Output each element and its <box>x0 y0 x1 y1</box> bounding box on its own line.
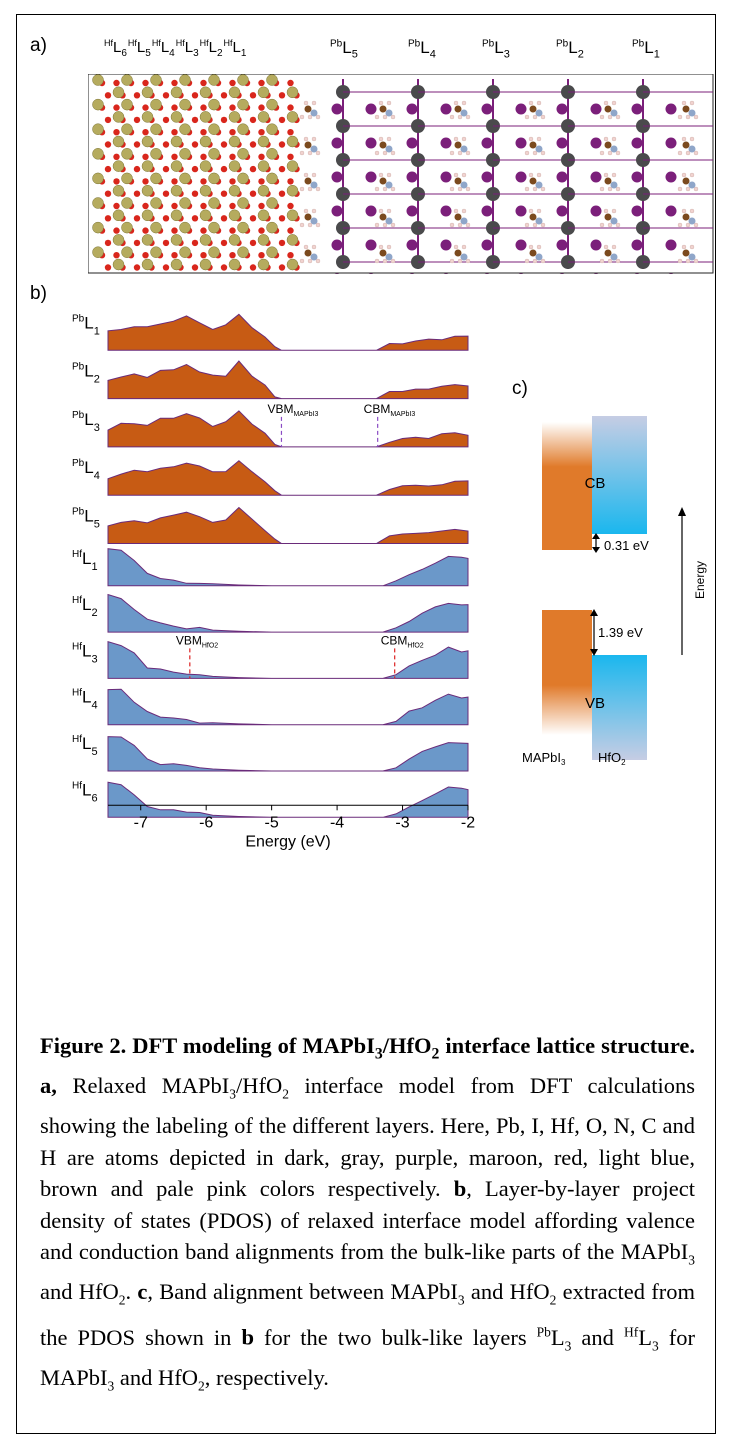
hf-layer-label: HfL3 <box>175 38 199 59</box>
hfo2-vb-bar <box>592 655 647 760</box>
caption-c-text2: for the two bulk-like layers PbL3 and Hf… <box>40 1324 695 1393</box>
hf-layer-label: HfL4 <box>151 38 175 59</box>
x-tick-label: -2 <box>461 814 475 831</box>
band-edge-label: CBMHfO2 <box>381 633 424 649</box>
x-label-hfo2: HfO2 <box>598 750 626 767</box>
pdos-row-label: HfL5 <box>72 734 98 758</box>
panel-a-label: a) <box>30 35 47 56</box>
energy-axis-label: Energy <box>693 561 707 599</box>
pdos-area-hf-3 <box>107 641 469 679</box>
pdos-row-label: PbL1 <box>72 313 100 337</box>
band-edge-label: VBMHfO2 <box>176 633 218 649</box>
pdos-area-hf-2 <box>107 593 469 633</box>
pb-layer-label: PbL4 <box>408 38 436 61</box>
hf-layer-label: HfL2 <box>199 38 223 59</box>
pdos-area-pb-2 <box>107 360 469 400</box>
pdos-area-hf-6 <box>107 781 469 818</box>
pdos-area-hf-1 <box>107 548 469 587</box>
band-alignment-diagram: CB VB 0.31 eV 1.39 eV Energy MAPbI3 HfO2 <box>522 416 707 767</box>
vb-offset-label: 1.39 eV <box>598 625 643 640</box>
pdos-area-hf-4 <box>107 688 469 726</box>
caption-a-text: Relaxed MAPbI3/HfO2 interface model from… <box>40 1073 696 1201</box>
x-tick-label: -6 <box>199 814 213 831</box>
hf-layer-label: HfL1 <box>223 38 247 59</box>
cb-label: CB <box>585 475 606 492</box>
x-label-mapbi3: MAPbI3 <box>522 750 566 767</box>
pdos-row-label: HfL1 <box>72 549 98 573</box>
crystal-structure-image <box>88 74 714 274</box>
x-tick-label: -4 <box>330 814 344 831</box>
mapbi3-vb-bar <box>542 610 592 735</box>
x-tick-label: -3 <box>395 814 409 831</box>
pdos-row-label: PbL5 <box>72 507 100 531</box>
hf-layer-labels: HfL6HfL5HfL4HfL3HfL2HfL1 <box>104 38 247 59</box>
pdos-row-label: PbL2 <box>72 362 100 386</box>
pdos-row-label: HfL2 <box>72 595 98 619</box>
caption-c-text1: , Band alignment between MAPbI3 and HfO2… <box>40 1279 695 1350</box>
hf-layer-label: HfL5 <box>127 38 151 59</box>
caption-a-label: a, <box>40 1073 57 1098</box>
pdos-row-label: HfL3 <box>72 641 98 665</box>
caption-title: Figure 2. DFT modeling of MAPbI3/HfO2 in… <box>40 1033 696 1063</box>
band-edge-label: VBMMAPbI3 <box>267 402 318 418</box>
caption-c-label: c <box>137 1279 148 1304</box>
x-tick-label: -5 <box>265 814 279 831</box>
pdos-row-label: PbL3 <box>72 410 100 434</box>
pb-layer-label: PbL5 <box>330 38 358 61</box>
pdos-area-pb-5 <box>107 506 469 544</box>
vb-label: VB <box>585 695 605 712</box>
hfo2-region <box>92 74 300 271</box>
pb-layer-label: PbL3 <box>482 38 510 61</box>
x-tick-label: -7 <box>134 814 148 831</box>
pdos-area-pb-4 <box>107 460 469 496</box>
pdos-row-label: HfL4 <box>72 688 98 712</box>
pdos-area-pb-3 <box>107 410 469 448</box>
hfo2-cb-bar <box>592 416 647 534</box>
caption-b-text: , Layer-by-layer project density of stat… <box>40 1176 695 1308</box>
pdos-area-hf-5 <box>107 736 469 772</box>
hf-layer-label: HfL6 <box>104 38 127 59</box>
mapbi3-cb-bar <box>542 422 592 550</box>
panel-c-label: c) <box>512 378 528 399</box>
figure-frame <box>16 14 716 1434</box>
pb-layer-label: PbL2 <box>556 38 584 61</box>
cb-offset-label: 0.31 eV <box>604 538 649 553</box>
caption-c-bold: b <box>241 1324 254 1350</box>
figure-caption: Figure 2. DFT modeling of MAPbI3/HfO2 in… <box>40 1030 695 1402</box>
panel-b-label: b) <box>30 283 47 304</box>
pdos-area-pb-1 <box>107 313 469 351</box>
pdos-chart: PbL1 PbL2 PbL3 PbL4 PbL5 HfL1 HfL2 HfL3 HfL4 HfL5… <box>72 313 475 850</box>
pdos-row-label: HfL6 <box>72 780 98 804</box>
pdos-row-label: PbL4 <box>72 458 100 482</box>
mapbi3-region <box>299 79 713 274</box>
caption-b-label: b <box>453 1176 467 1201</box>
x-axis-label: Energy (eV) <box>245 833 330 850</box>
pb-layer-label: PbL1 <box>632 38 660 61</box>
band-edge-label: CBMMAPbI3 <box>364 402 416 418</box>
